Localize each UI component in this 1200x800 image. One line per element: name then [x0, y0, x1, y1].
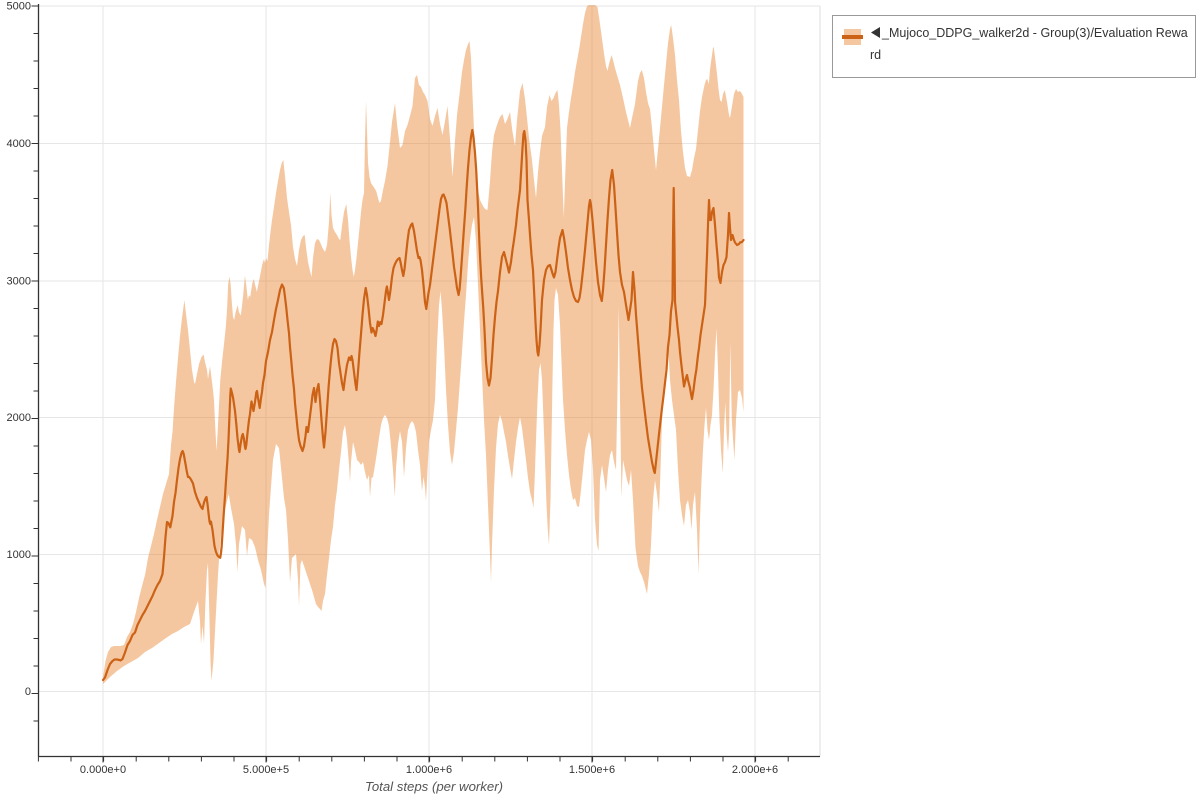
svg-text:0.000e+0: 0.000e+0 [80, 764, 126, 776]
svg-text:1000: 1000 [7, 549, 31, 561]
svg-text:4000: 4000 [7, 138, 31, 150]
svg-text:0: 0 [25, 686, 31, 698]
svg-text:Total steps (per worker): Total steps (per worker) [365, 779, 503, 794]
svg-text:2000: 2000 [7, 412, 31, 424]
svg-text:5000: 5000 [7, 1, 31, 13]
svg-text:2.000e+6: 2.000e+6 [732, 764, 778, 776]
svg-text:1.500e+6: 1.500e+6 [569, 764, 615, 776]
svg-text:1.000e+6: 1.000e+6 [406, 764, 452, 776]
svg-text:5.000e+5: 5.000e+5 [243, 764, 289, 776]
svg-text:3000: 3000 [7, 276, 31, 288]
